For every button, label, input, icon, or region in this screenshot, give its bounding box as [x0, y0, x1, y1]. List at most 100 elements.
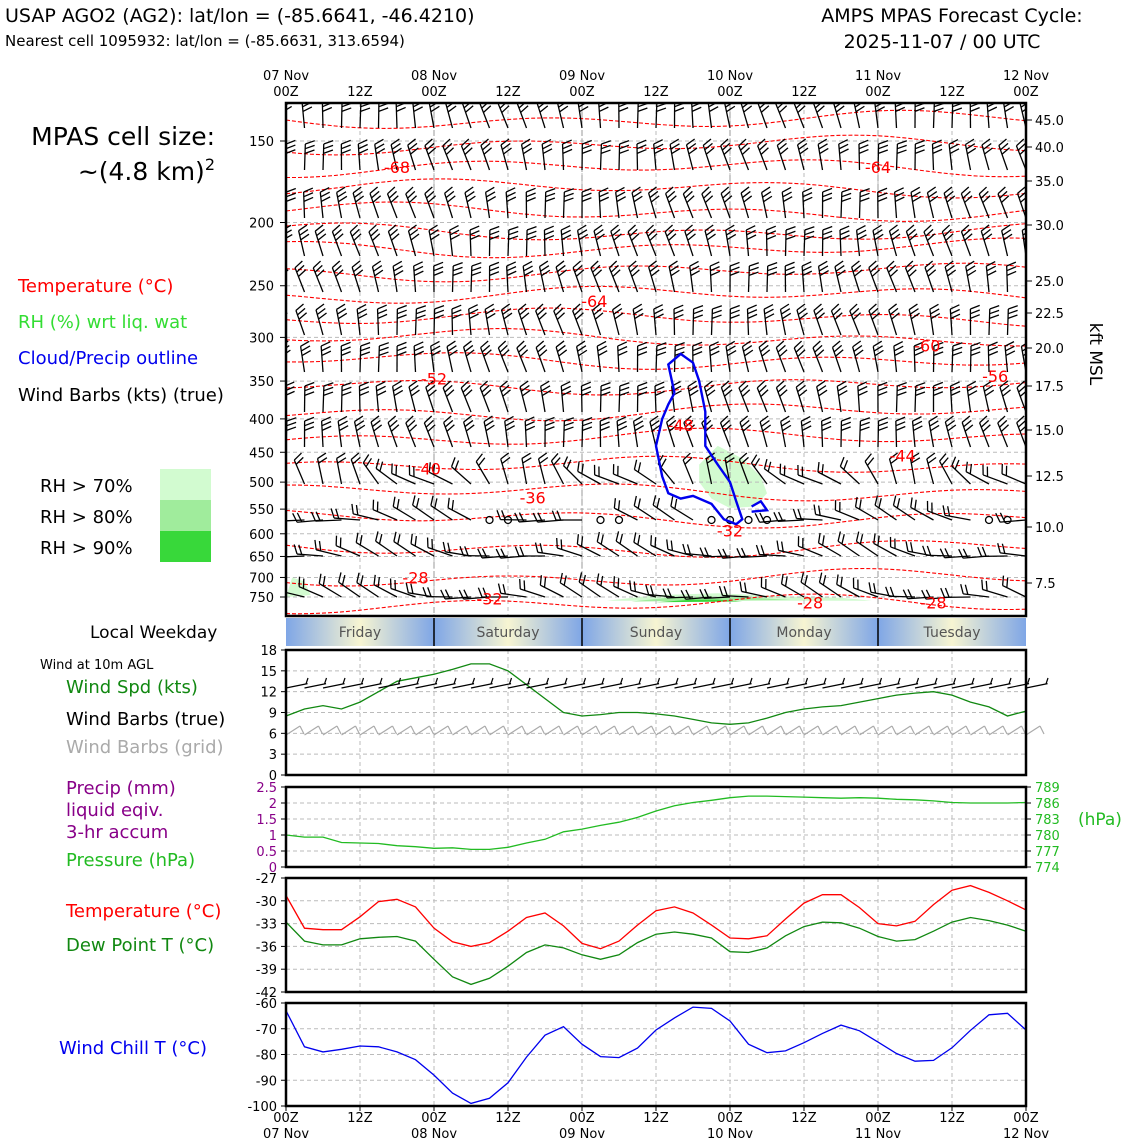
barb-flag — [757, 381, 764, 388]
wind-barb — [840, 457, 859, 484]
bottom-time-label: 12Z — [939, 1111, 965, 1126]
barb-flag — [450, 230, 459, 235]
wind-barb — [741, 187, 752, 218]
barb-flag — [545, 198, 554, 201]
barb-flag — [916, 387, 925, 390]
barb-flag — [776, 381, 783, 388]
wind-barb — [989, 306, 999, 335]
wind-barb — [860, 189, 870, 218]
barb-flag — [540, 543, 542, 553]
barb-flag — [650, 191, 658, 197]
barb-flag — [520, 350, 527, 357]
barb-flag — [855, 350, 863, 356]
barb-flag — [452, 500, 453, 510]
kft-tick-label: 20.0 — [1035, 342, 1064, 357]
barb-flag — [441, 590, 445, 599]
barb-flag — [786, 236, 795, 239]
wind-barb — [414, 262, 424, 292]
wind-barb — [563, 140, 573, 170]
barb-flag — [486, 192, 495, 197]
wind-barb — [814, 505, 841, 520]
rh-legend-label: RH > 80% — [40, 507, 133, 528]
barb-flag — [740, 582, 742, 592]
barb-flag — [598, 346, 607, 351]
y-tick-label: 15 — [260, 665, 277, 680]
barb-flag — [913, 421, 922, 425]
wind-barb — [962, 416, 973, 447]
barb-flag — [777, 541, 779, 551]
barb-flag — [897, 387, 906, 390]
barb-flag — [601, 387, 610, 390]
barb-flag — [334, 265, 341, 272]
barb-shaft — [352, 267, 360, 292]
barb-shaft — [374, 585, 397, 597]
calm-circle — [597, 517, 604, 524]
barb-flag — [372, 191, 380, 197]
barb-flag — [523, 458, 532, 463]
barb-flag — [619, 150, 628, 153]
barb-flag — [583, 575, 585, 585]
wind-barb — [337, 304, 347, 335]
barb-flag — [372, 234, 379, 241]
wind-barb — [1002, 225, 1012, 256]
barb-flag — [857, 230, 866, 235]
barb-shaft — [582, 421, 583, 447]
top-time-label: 00Z — [865, 85, 891, 100]
barb-flag — [507, 271, 516, 275]
surface-wind-barb — [323, 684, 345, 688]
barb-flag — [472, 272, 481, 275]
barb-flag — [857, 226, 866, 231]
barb-flag — [426, 191, 433, 198]
barb-flag — [618, 347, 627, 351]
barb-flag — [819, 533, 821, 543]
barb-shaft — [962, 422, 970, 447]
grid-wind-barb-flag — [430, 726, 434, 734]
wind-barb — [282, 225, 292, 256]
top-time-label: 00Z — [273, 85, 299, 100]
barb-shaft — [721, 194, 730, 218]
wind-barb — [594, 225, 604, 256]
barb-flag — [968, 391, 977, 396]
barb-flag — [428, 148, 435, 155]
barb-shaft — [897, 144, 898, 170]
barb-flag — [927, 265, 935, 271]
barb-flag — [657, 347, 666, 350]
surface-wind-barb-flag — [991, 678, 993, 684]
barb-flag — [706, 148, 714, 154]
barb-flag — [785, 267, 794, 271]
wind-barb — [378, 305, 388, 335]
barb-shaft — [342, 102, 343, 128]
wind-barb — [480, 97, 491, 128]
wind-barb — [878, 418, 888, 447]
surface-wind-barb-flag — [1009, 678, 1011, 684]
grid-wind-barb-flag — [1003, 726, 1007, 734]
barb-shaft — [833, 347, 841, 372]
barb-flag — [934, 392, 943, 396]
barb-flag — [397, 499, 399, 509]
barb-flag — [1017, 381, 1025, 388]
wind-barb — [352, 261, 363, 292]
barb-flag — [837, 574, 838, 584]
surface-wind-barb — [989, 684, 1011, 688]
barb-flag — [970, 108, 979, 112]
wind-barb — [913, 417, 923, 447]
barb-flag — [889, 304, 897, 310]
grid-wind-barb-flag — [670, 726, 674, 734]
barb-flag — [813, 341, 820, 348]
wind-barb — [523, 261, 533, 292]
barb-flag — [987, 266, 996, 271]
surface-wind-barb-flag — [325, 678, 327, 684]
wind-barb — [500, 381, 511, 412]
barb-flag — [896, 422, 905, 426]
barb-flag — [482, 143, 490, 149]
barb-shaft — [577, 544, 600, 556]
isotherm-line — [286, 569, 1026, 587]
wind-barb — [617, 417, 627, 447]
temperature-contour-label: -64 — [581, 292, 607, 311]
wind-barb — [759, 341, 770, 372]
wind-barb — [634, 496, 656, 520]
barb-shaft — [666, 194, 675, 218]
barb-shaft — [869, 268, 878, 292]
barb-flag — [950, 149, 959, 154]
wind-barb — [887, 261, 898, 292]
